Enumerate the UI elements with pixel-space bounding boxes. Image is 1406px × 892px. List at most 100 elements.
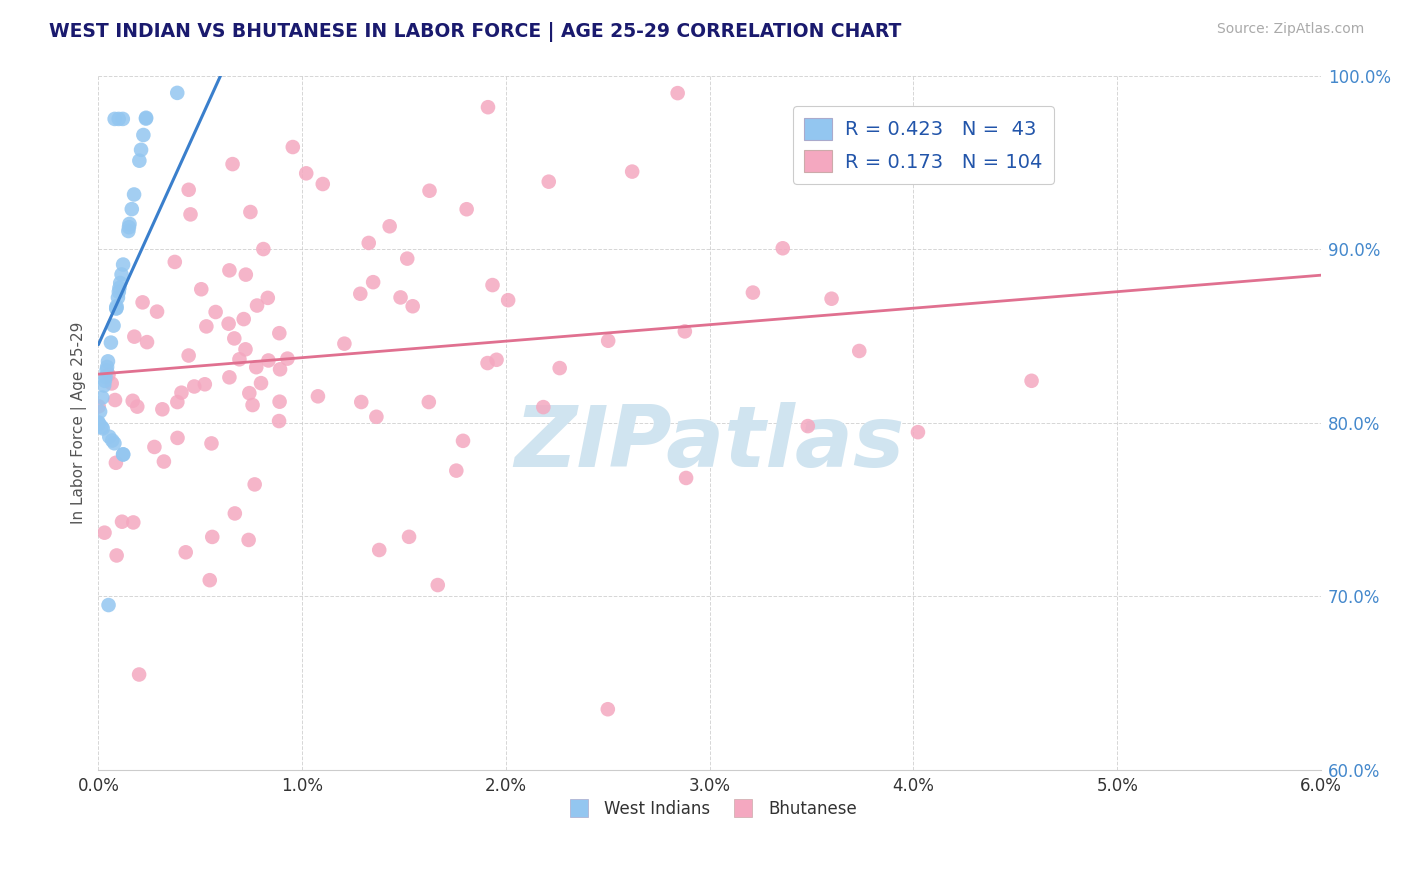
Point (166, 86, 188, 100)
Point (97, 598, 120, 612)
Point (221, 157, 243, 171)
Point (190, 282, 212, 296)
Point (100, 376, 122, 391)
Point (481, 278, 503, 293)
Point (418, 184, 440, 198)
Point (166, 395, 188, 409)
Point (122, 516, 145, 530)
Point (136, 335, 159, 350)
Point (103, 318, 125, 333)
Point (105, 299, 128, 313)
Point (135, 112, 157, 126)
Point (218, 317, 240, 331)
Point (129, 143, 152, 157)
Point (105, 301, 128, 316)
Point (477, 356, 499, 370)
Point (146, 304, 169, 318)
Point (91, 421, 114, 435)
Point (312, 177, 335, 191)
Point (378, 219, 401, 234)
Point (96, 363, 118, 377)
Point (333, 336, 356, 351)
Point (402, 299, 425, 313)
Point (531, 400, 554, 414)
Point (269, 362, 291, 376)
Point (496, 293, 519, 308)
Point (396, 252, 419, 266)
Point (132, 128, 155, 142)
Point (118, 220, 141, 235)
Point (89, 404, 111, 418)
Point (111, 515, 134, 529)
Point (307, 389, 329, 403)
Point (673, 325, 696, 339)
Point (361, 275, 384, 289)
Point (111, 112, 134, 126)
Point (112, 448, 135, 462)
Point (741, 285, 763, 300)
Point (368, 543, 391, 558)
Point (246, 299, 269, 313)
Point (350, 395, 373, 409)
Point (295, 166, 318, 180)
Point (96, 359, 118, 374)
Point (101, 434, 124, 448)
Point (131, 295, 153, 310)
Point (94, 374, 117, 388)
Point (91, 391, 114, 405)
Point (98, 430, 121, 444)
Point (232, 312, 254, 326)
Y-axis label: In Labor Force | Age 25-29: In Labor Force | Age 25-29 (72, 322, 87, 524)
Point (198, 573, 221, 587)
Point (224, 507, 246, 521)
Point (598, 334, 620, 348)
Point (87, 416, 110, 430)
Point (456, 202, 478, 217)
Point (194, 377, 217, 392)
Point (93, 378, 115, 392)
Text: ZIPatlas: ZIPatlas (515, 402, 905, 485)
Point (195, 319, 218, 334)
Point (108, 281, 131, 295)
Point (235, 268, 257, 282)
Point (105, 301, 128, 316)
Point (104, 456, 127, 470)
Point (100, 335, 122, 350)
Point (163, 255, 186, 269)
Point (218, 370, 240, 384)
Point (177, 183, 200, 197)
Point (105, 549, 128, 563)
Point (179, 207, 201, 221)
Point (238, 533, 260, 547)
Point (93, 525, 115, 540)
Point (242, 398, 264, 412)
Point (108, 285, 131, 299)
Point (128, 153, 150, 168)
Point (104, 392, 127, 407)
Point (548, 361, 571, 376)
Point (276, 351, 298, 366)
Point (250, 376, 273, 391)
Point (183, 379, 205, 393)
Point (97, 368, 120, 382)
Point (150, 402, 173, 417)
Point (621, 164, 644, 178)
Point (97, 354, 120, 368)
Point (820, 292, 842, 306)
Point (477, 100, 499, 114)
Point (446, 464, 468, 478)
Text: WEST INDIAN VS BHUTANESE IN LABOR FORCE | AGE 25-29 CORRELATION CHART: WEST INDIAN VS BHUTANESE IN LABOR FORCE … (49, 22, 901, 42)
Point (200, 436, 222, 450)
Point (112, 258, 135, 272)
Point (94, 369, 117, 384)
Point (107, 112, 129, 126)
Text: Source: ZipAtlas.com: Source: ZipAtlas.com (1216, 22, 1364, 37)
Point (204, 305, 226, 319)
Point (245, 360, 267, 375)
Point (389, 290, 412, 304)
Point (418, 395, 440, 409)
Point (596, 702, 619, 716)
Point (848, 343, 870, 358)
Point (87, 400, 110, 414)
Point (281, 140, 304, 154)
